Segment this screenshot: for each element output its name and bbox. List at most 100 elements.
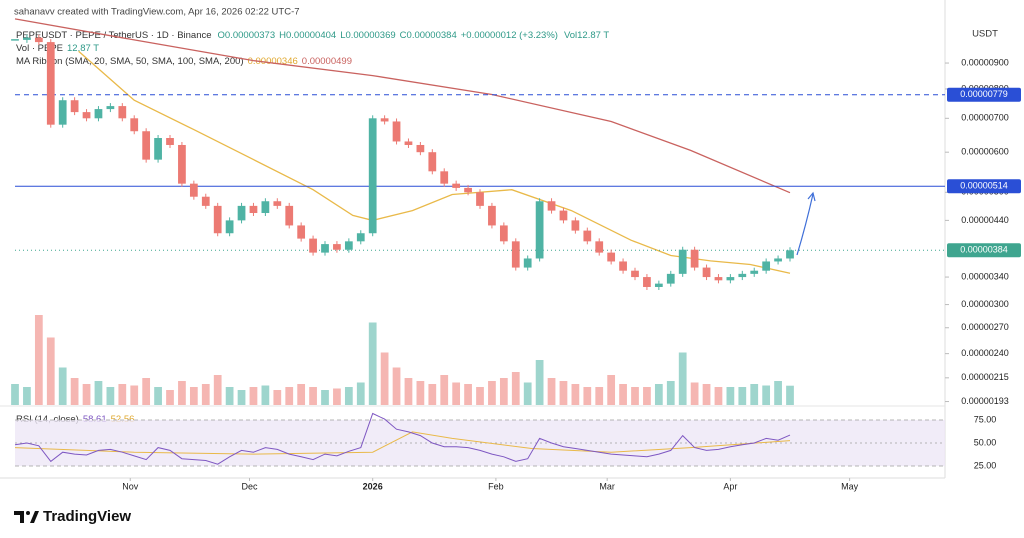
volume-bar bbox=[46, 337, 55, 405]
y-tick-label: 0.00000270 bbox=[961, 322, 1009, 332]
candle-body bbox=[392, 121, 401, 142]
candle-body bbox=[333, 244, 341, 250]
ma-line bbox=[14, 18, 791, 194]
candle-body bbox=[130, 118, 139, 132]
candle-body bbox=[309, 238, 317, 253]
candle-body bbox=[106, 106, 115, 110]
candle-body bbox=[94, 109, 103, 119]
volume-bar bbox=[571, 384, 580, 405]
volume-bar bbox=[154, 387, 162, 405]
volume-bar bbox=[309, 387, 317, 405]
volume-bar bbox=[511, 372, 520, 405]
volume-bar bbox=[333, 388, 341, 405]
volume-bar bbox=[404, 378, 413, 405]
price-tag-label: 0.00000779 bbox=[960, 89, 1008, 99]
volume-bar bbox=[547, 378, 556, 405]
candle-body bbox=[666, 273, 675, 284]
volume-bar bbox=[273, 390, 282, 405]
candle-body bbox=[476, 192, 484, 206]
vol-line: Vol · PEPE 12.87 T bbox=[16, 43, 99, 54]
y-tick-label: 0.00000440 bbox=[961, 215, 1009, 225]
candle-body bbox=[154, 138, 162, 160]
volume-bar bbox=[416, 381, 425, 405]
ribbon-label: MA Ribbon (SMA, 20, SMA, 50, SMA, 100, S… bbox=[16, 56, 244, 67]
volume-value: Vol12.87 T bbox=[564, 30, 609, 41]
candle-body bbox=[499, 225, 508, 242]
candle-body bbox=[380, 118, 389, 122]
candle-body bbox=[261, 201, 270, 214]
ribbon-line: MA Ribbon (SMA, 20, SMA, 50, SMA, 100, S… bbox=[16, 56, 352, 67]
volume-bar bbox=[166, 390, 174, 405]
candle-body bbox=[178, 144, 186, 184]
volume-bar bbox=[213, 375, 222, 405]
x-tick-label: Feb bbox=[488, 481, 504, 491]
candle-body bbox=[321, 244, 329, 253]
candle-body bbox=[714, 277, 723, 281]
volume-bar bbox=[142, 378, 151, 405]
vol-label: Vol · PEPE bbox=[16, 43, 63, 54]
volume-bar bbox=[738, 387, 747, 405]
candle-body bbox=[344, 241, 353, 250]
candle-body bbox=[70, 100, 79, 113]
logo: TradingView bbox=[14, 508, 131, 525]
rsi-value: 58.61 bbox=[83, 414, 107, 425]
volume-bar bbox=[726, 387, 735, 405]
credit: sahanavv created with TradingView.com, A… bbox=[14, 7, 300, 18]
candle-body bbox=[23, 37, 31, 40]
price-tag-label: 0.00000384 bbox=[960, 245, 1008, 255]
candle-body bbox=[452, 183, 461, 188]
volume-bar bbox=[619, 384, 627, 405]
volume-bar bbox=[106, 387, 115, 405]
candle-body bbox=[631, 270, 639, 278]
volume-bar bbox=[94, 381, 103, 405]
candle-body bbox=[368, 118, 377, 234]
ohlc: L0.00000369 bbox=[340, 30, 395, 41]
logo-text: TradingView bbox=[43, 508, 131, 525]
candle-body bbox=[738, 273, 747, 278]
volume-bar bbox=[178, 381, 186, 405]
price-tag bbox=[947, 87, 1021, 102]
volume-bar bbox=[690, 382, 699, 405]
volume-bar bbox=[118, 384, 127, 405]
volume-bar bbox=[452, 382, 461, 405]
candle-body bbox=[237, 205, 246, 221]
price-tag-label: 0.00000514 bbox=[960, 181, 1008, 191]
rsi-line: RSI (14, close) 58.61 52.56 bbox=[16, 414, 134, 425]
rsi-ma-value: 52.56 bbox=[111, 414, 135, 425]
candle-body bbox=[488, 205, 496, 226]
candle-body bbox=[619, 261, 627, 271]
volume-bar bbox=[488, 381, 496, 405]
annotation-arrow bbox=[796, 191, 816, 256]
candle-body bbox=[34, 37, 43, 43]
vol-value: 12.87 T bbox=[67, 43, 99, 54]
volume-bar bbox=[607, 375, 616, 405]
arrow-head bbox=[807, 191, 816, 202]
volume-bar bbox=[70, 378, 79, 405]
candle-body bbox=[571, 220, 580, 231]
candle-body bbox=[607, 252, 616, 262]
candle-body bbox=[762, 261, 771, 271]
volume-bar bbox=[750, 384, 759, 405]
x-tick-label: May bbox=[841, 481, 859, 491]
volume-bar bbox=[249, 387, 258, 405]
volume-bar bbox=[82, 384, 91, 405]
x-tick-label: Apr bbox=[723, 481, 737, 491]
volume-bar bbox=[678, 352, 687, 405]
y-tick-label: 0.00000215 bbox=[961, 372, 1009, 382]
candle-body bbox=[189, 183, 198, 197]
volume-bar bbox=[344, 387, 353, 405]
candle-body bbox=[58, 100, 67, 125]
candle-body bbox=[142, 131, 151, 160]
y-tick-label: 0.00000600 bbox=[961, 147, 1009, 157]
ohlc: H0.00000404 bbox=[279, 30, 336, 41]
change: +0.00000012 (+3.23%) bbox=[461, 30, 558, 41]
y-tick-label: 0.00000240 bbox=[961, 348, 1009, 358]
volume-bar bbox=[702, 384, 711, 405]
volume-bar bbox=[595, 387, 604, 405]
volume-bar bbox=[201, 384, 210, 405]
volume-bar bbox=[464, 384, 472, 405]
logo-mark bbox=[30, 511, 39, 523]
candle-body bbox=[750, 270, 759, 274]
x-tick-label: Nov bbox=[122, 481, 139, 491]
